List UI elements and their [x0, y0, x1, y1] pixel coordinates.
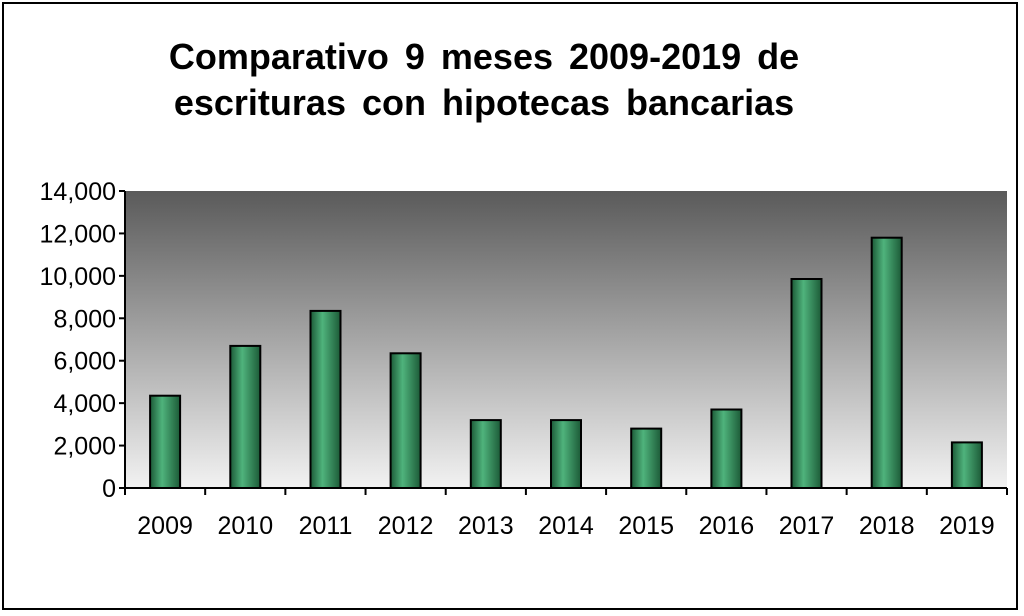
- bar-2009: [149, 394, 182, 490]
- bar-2010: [229, 344, 262, 489]
- x-tick-label: 2011: [299, 512, 353, 540]
- chart-title: Comparativo 9 meses 2009-2019 de escritu…: [4, 34, 964, 126]
- y-tick-label: 2,000: [53, 433, 116, 461]
- bar-2012: [389, 352, 422, 489]
- x-tick-label: 2013: [458, 512, 514, 540]
- x-tick-label: 2009: [137, 512, 193, 540]
- bar-2018: [870, 236, 903, 489]
- bar-2011: [309, 309, 342, 489]
- x-tick-label: 2017: [779, 512, 835, 540]
- y-tick-label: 0: [102, 475, 116, 503]
- x-tick-label: 2010: [217, 512, 273, 540]
- y-tick-label: 12,000: [40, 220, 116, 248]
- chart-title-line-1: Comparativo 9 meses 2009-2019 de: [168, 36, 800, 77]
- bar-2016: [710, 408, 743, 489]
- x-tick-label: 2018: [859, 512, 915, 540]
- x-tick-label: 2016: [699, 512, 755, 540]
- bar-2014: [550, 419, 582, 490]
- x-tick-label: 2012: [378, 512, 434, 540]
- bar-2019: [950, 441, 983, 489]
- x-tick-labels: 2009 2010 2011 2012 2013 2014 2015 2016 2017 2018…: [137, 512, 994, 540]
- bar-2013: [469, 419, 502, 490]
- y-tick-label: 10,000: [40, 263, 116, 291]
- y-tick-label: 8,000: [53, 305, 116, 333]
- y-tick-labels: 0 2,000 4,000 6,000 8,000 10,000 12,000 14,000: [40, 178, 116, 503]
- bar-2017: [790, 278, 823, 489]
- y-tick-label: 14,000: [40, 178, 116, 206]
- chart-title-line-2: escrituras con hipotecas bancarias: [173, 82, 795, 123]
- y-tick-label: 4,000: [53, 390, 116, 418]
- y-tick-label: 6,000: [53, 348, 116, 376]
- axes-group: [119, 190, 1008, 495]
- x-tick-label: 2019: [939, 512, 995, 540]
- bars-group: [149, 236, 983, 490]
- bar-2015: [630, 427, 663, 490]
- x-tick-label: 2015: [618, 512, 674, 540]
- x-tick-label: 2014: [538, 512, 594, 540]
